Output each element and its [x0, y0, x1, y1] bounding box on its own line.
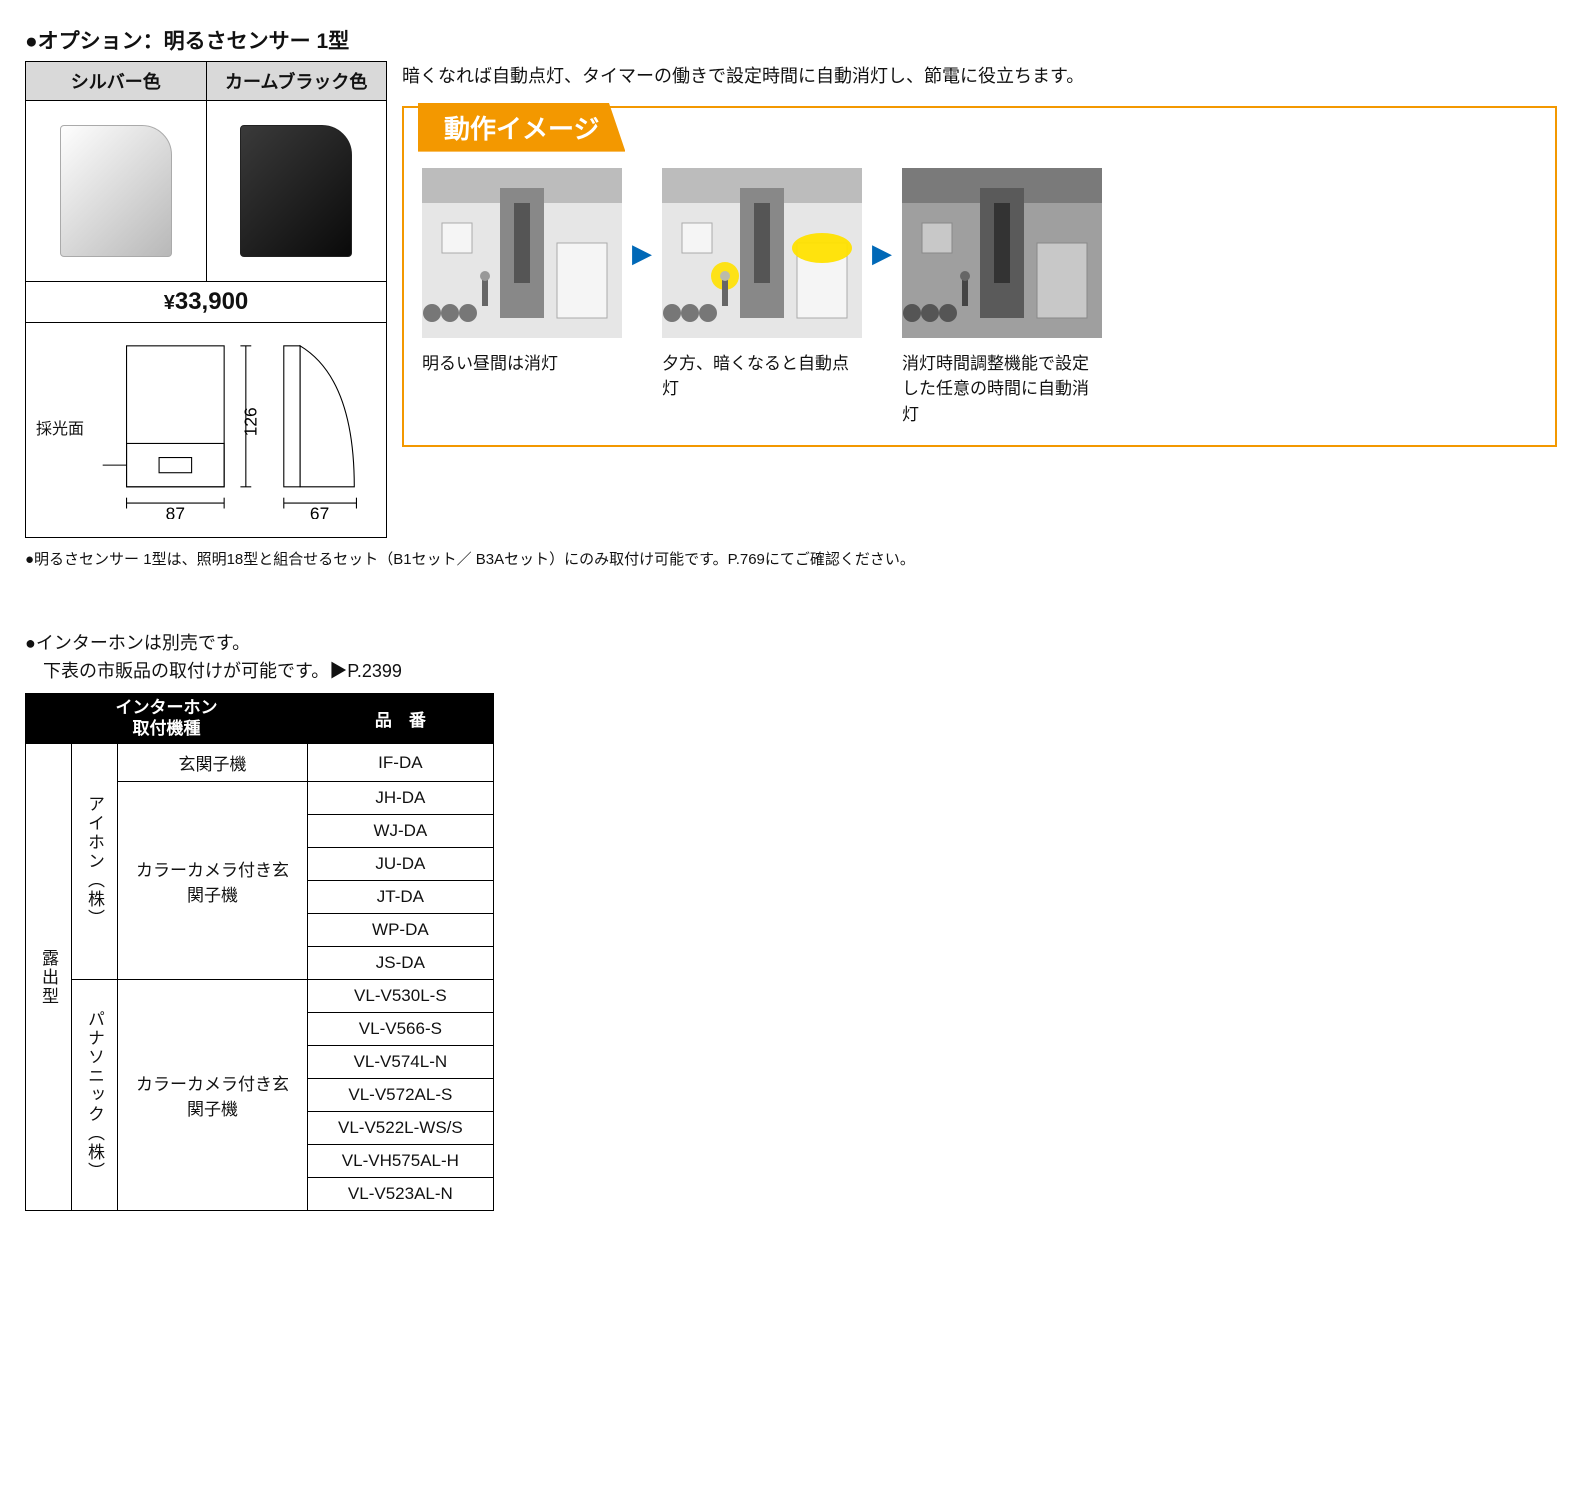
- cell-mount-type: 露出型: [26, 744, 72, 1211]
- dim-d: 67: [310, 503, 329, 519]
- operation-box: 動作イメージ 明るい昼間は消灯 ▶: [402, 106, 1557, 448]
- cell-partno: JS-DA: [308, 947, 494, 980]
- cell-maker-aiphone: アイホン（株）: [72, 744, 118, 980]
- dimension-diagram: 87 126 67: [94, 335, 376, 519]
- cell-partno: VL-VH575AL-H: [308, 1145, 494, 1178]
- cell-partno: VL-V572AL-S: [308, 1079, 494, 1112]
- scene3-illustration: [902, 168, 1102, 338]
- scene-1: 明るい昼間は消灯: [422, 168, 622, 377]
- footnote-1: ●明るさセンサー 1型は、照明18型と組合せるセット（B1セット／ B3Aセット…: [25, 548, 1557, 569]
- cell-partno: VL-V574L-N: [308, 1046, 494, 1079]
- cell-partno: VL-V530L-S: [308, 980, 494, 1013]
- cell-partno: VL-V566-S: [308, 1013, 494, 1046]
- intercom-table: インターホン取付機種 品 番 露出型 アイホン（株） 玄関子機 IF-DA カラ…: [25, 693, 494, 1211]
- yen-symbol: ¥: [164, 292, 175, 314]
- scene3-caption: 消灯時間調整機能で設定した任意の時間に自動消灯: [902, 351, 1102, 428]
- cell-type-genkan: 玄関子機: [118, 744, 308, 782]
- dim-h: 126: [241, 407, 261, 436]
- scene-3: 消灯時間調整機能で設定した任意の時間に自動消灯: [902, 168, 1102, 428]
- cell-partno: WJ-DA: [308, 815, 494, 848]
- scene1-illustration: [422, 168, 622, 338]
- cell-partno: JU-DA: [308, 848, 494, 881]
- scene1-caption: 明るい昼間は消灯: [422, 351, 622, 377]
- description: 暗くなれば自動点灯、タイマーの働きで設定時間に自動消灯し、節電に役立ちます。: [402, 61, 1557, 92]
- product-black: [207, 101, 387, 281]
- arrow-icon: ▶: [872, 238, 892, 269]
- scene2-caption: 夕方、暗くなると自動点灯: [662, 351, 862, 402]
- cell-type-camera: カラーカメラ付き玄関子機: [118, 782, 308, 980]
- product-silver: [26, 101, 207, 281]
- cell-partno: JT-DA: [308, 881, 494, 914]
- product-box: シルバー色 カームブラック色 ¥33,900 採光面 87: [25, 61, 387, 538]
- dim-w: 87: [166, 503, 185, 519]
- sec2-line1: ●インターホンは別売です。: [25, 629, 1557, 655]
- sensor-face-label: 採光面: [36, 415, 84, 439]
- option-title: ●オプション：明るさセンサー 1型: [25, 25, 1557, 55]
- cell-maker-panasonic: パナソニック（株）: [72, 980, 118, 1211]
- arrow-icon: ▶: [632, 238, 652, 269]
- scene2-illustration: [662, 168, 862, 338]
- cell-partno: VL-V522L-WS/S: [308, 1112, 494, 1145]
- th-partno: 品 番: [308, 694, 494, 744]
- th-model: インターホン取付機種: [26, 694, 308, 744]
- cell-partno: JH-DA: [308, 782, 494, 815]
- dimension-row: 採光面 87 126: [26, 323, 386, 537]
- color-header-black: カームブラック色: [207, 62, 387, 101]
- cell-type-camera: カラーカメラ付き玄関子機: [118, 980, 308, 1211]
- sec2-line2: 下表の市販品の取付けが可能です。▶P.2399: [25, 657, 1557, 683]
- cell-partno: IF-DA: [308, 744, 494, 782]
- price-value: 33,900: [175, 288, 248, 315]
- operation-title: 動作イメージ: [418, 103, 625, 152]
- scene-2: 夕方、暗くなると自動点灯: [662, 168, 862, 402]
- cell-partno: WP-DA: [308, 914, 494, 947]
- price: ¥33,900: [26, 281, 386, 323]
- cell-partno: VL-V523AL-N: [308, 1178, 494, 1211]
- color-header-silver: シルバー色: [26, 62, 207, 101]
